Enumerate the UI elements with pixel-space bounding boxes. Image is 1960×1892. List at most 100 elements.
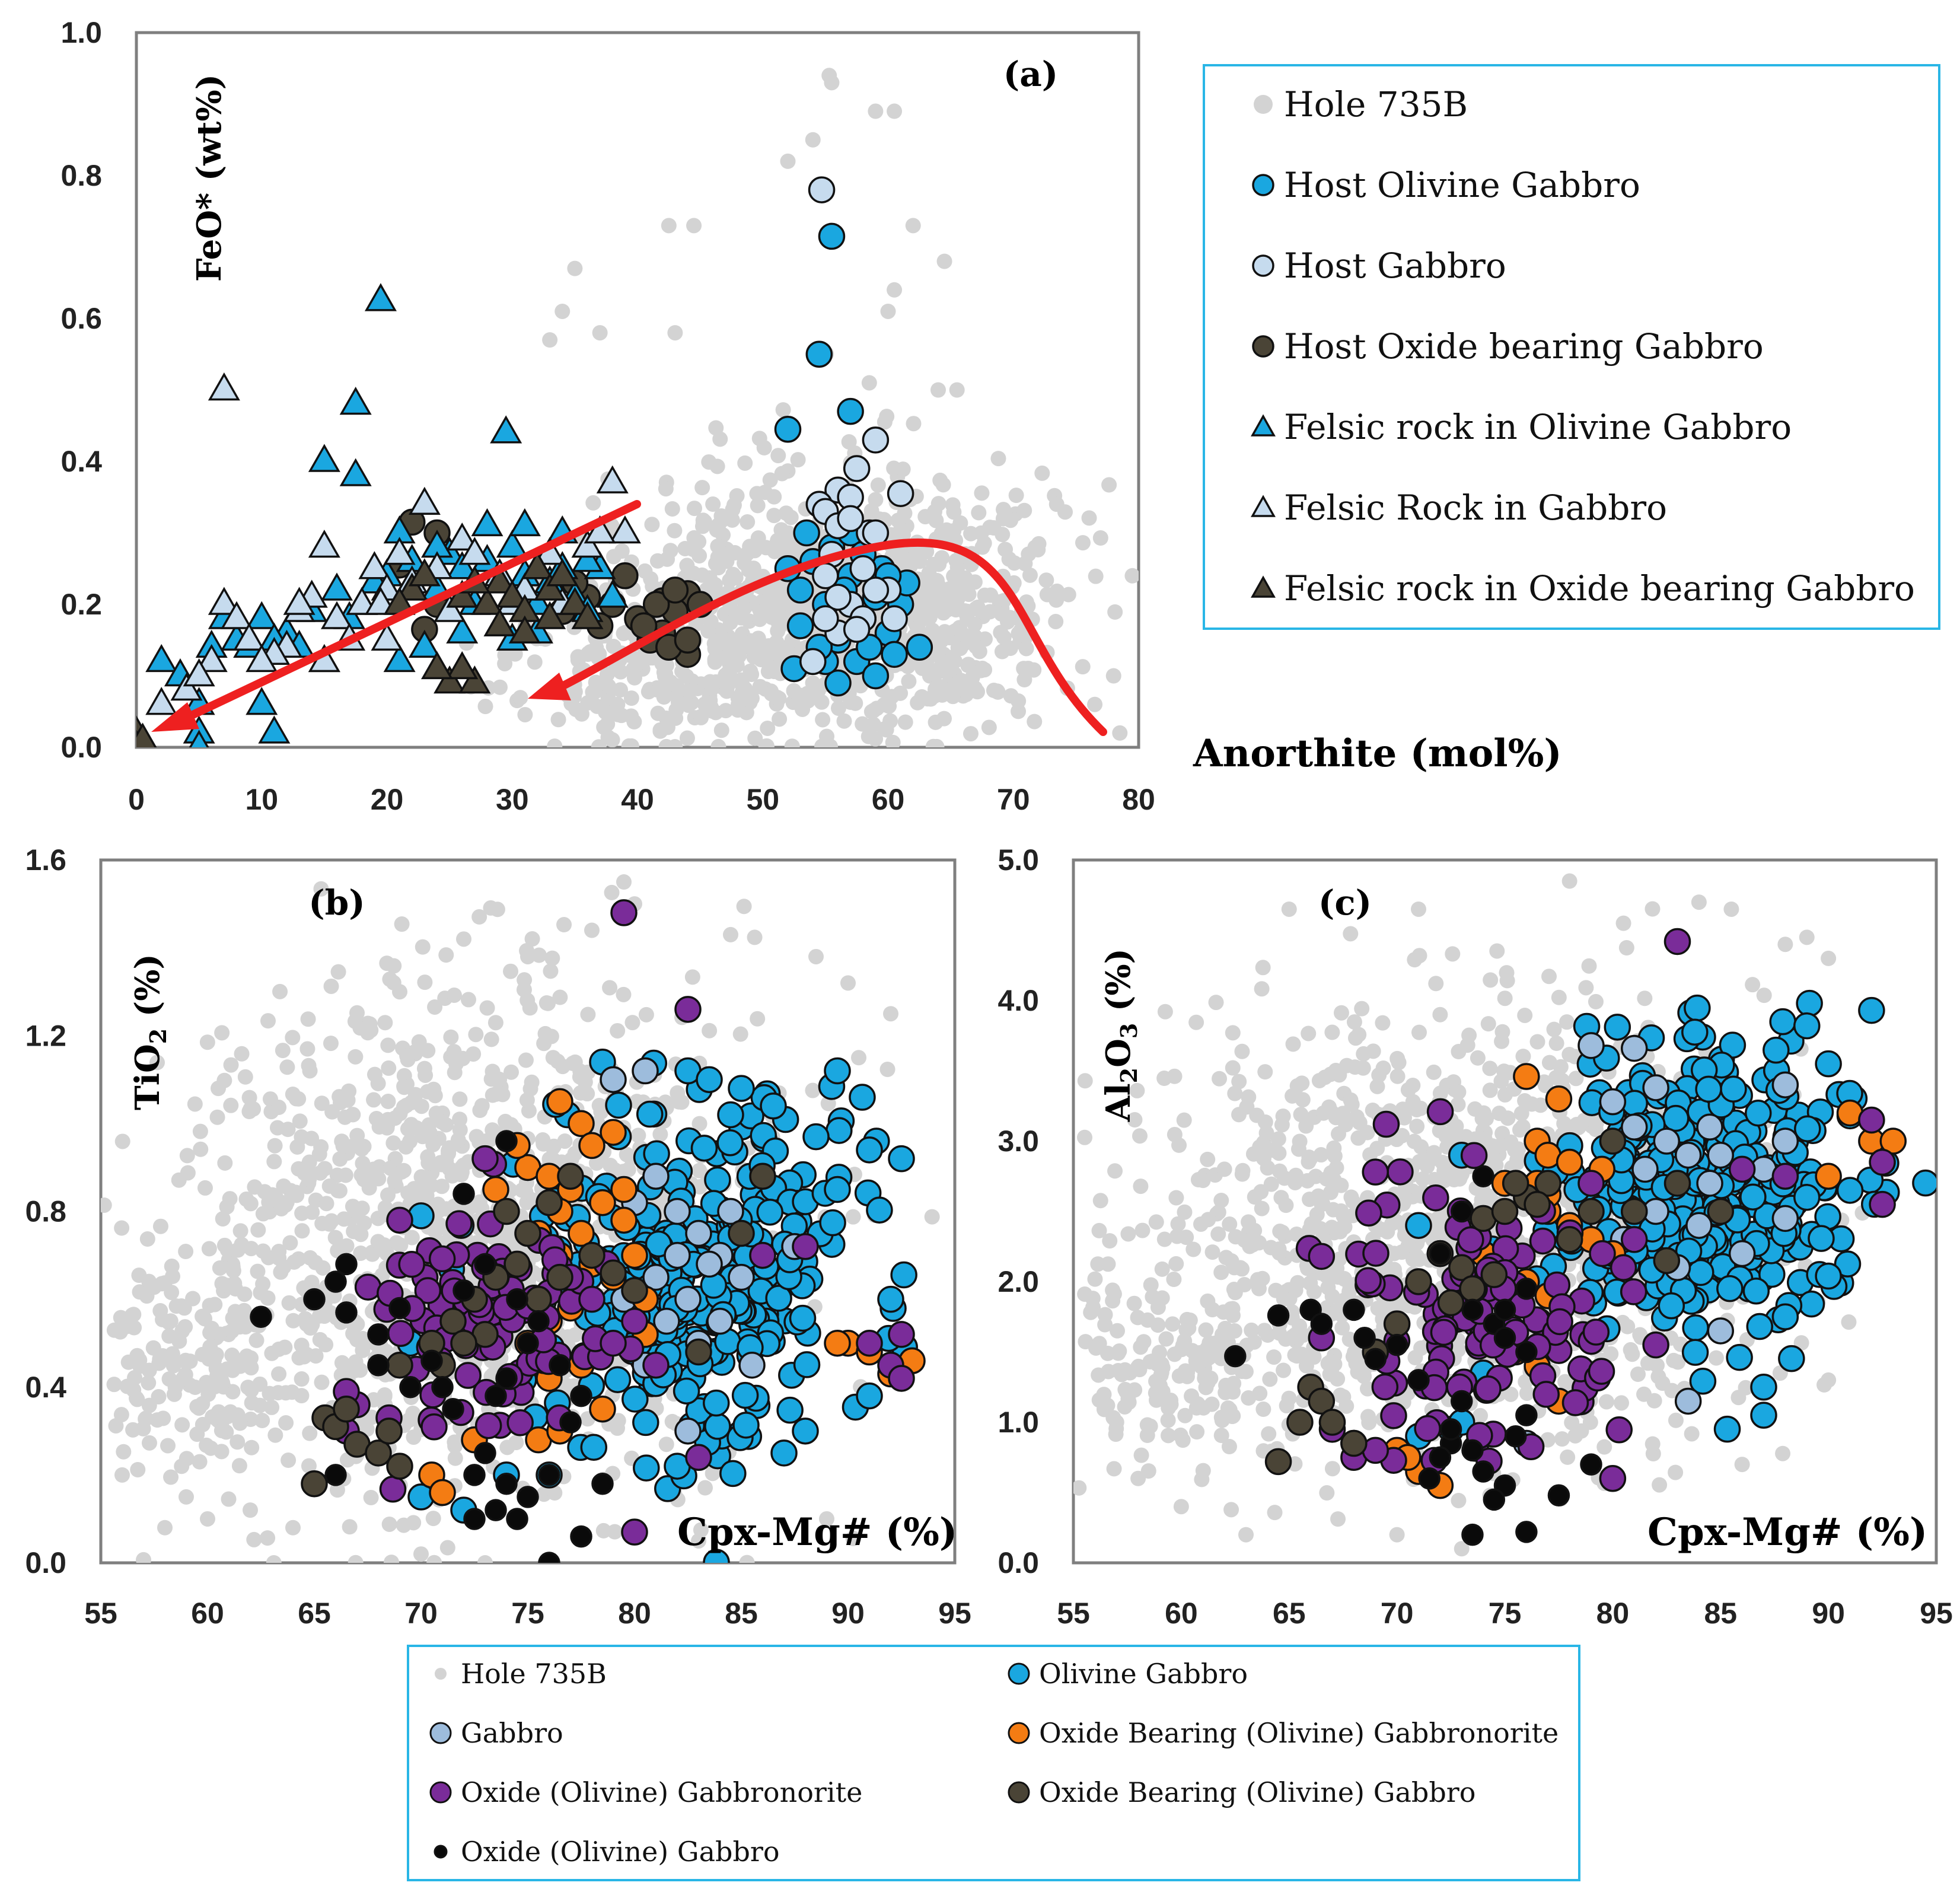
- legend-a-label: Host Olivine Gabbro: [1284, 165, 1640, 205]
- hole-735b-point: [929, 738, 945, 747]
- host-olivine-gabbro-point: [774, 416, 802, 443]
- oxide-bearing-olivine-gabbro-point: [557, 1162, 584, 1190]
- hole-735b-point: [299, 1041, 315, 1057]
- hole-735b-point: [750, 1011, 766, 1027]
- hole-735b-point: [702, 1023, 718, 1039]
- hole-735b-point: [1599, 1394, 1615, 1410]
- hole-735b-point: [691, 548, 707, 564]
- legend-a-marker: [1251, 495, 1276, 517]
- oxide-bearing-olivine-gabbro-point: [493, 1197, 520, 1225]
- hole-735b-point: [206, 1352, 222, 1368]
- gabbro-point: [1696, 1113, 1723, 1141]
- hole-735b-point: [805, 132, 821, 148]
- olivine-gabbro-point: [1742, 1278, 1770, 1305]
- oxide-bearing-olivine-gabbro-point: [514, 1219, 541, 1247]
- hole-735b-point: [280, 1122, 296, 1138]
- oxide-olivine-gabbronorite-point: [1414, 1415, 1441, 1442]
- hole-735b-point: [271, 1100, 287, 1116]
- hole-735b-point: [413, 1169, 429, 1185]
- hole-735b-point: [524, 931, 540, 947]
- hole-735b-point: [740, 514, 756, 530]
- hole-735b-point: [737, 455, 753, 471]
- felsic-rock-in-olivine-gabbro-point: [258, 715, 291, 744]
- hole-735b-point: [1235, 1162, 1251, 1178]
- host-oxide-bearing-gabbro-point: [642, 591, 670, 618]
- hole-735b-point: [1324, 1461, 1340, 1477]
- hole-735b-point: [517, 972, 533, 988]
- olivine-gabbro-point: [717, 1101, 744, 1129]
- hole-735b-point: [503, 1064, 519, 1080]
- hole-735b-point: [1020, 660, 1036, 676]
- hole-735b-point: [976, 535, 992, 551]
- red-straight-arrowhead: [151, 702, 199, 732]
- hole-735b-point: [1301, 1149, 1317, 1165]
- x-tick-label: 20: [371, 783, 404, 816]
- oxide-olivine-gabbro-point: [463, 1508, 486, 1530]
- olivine-gabbro-point: [1662, 1104, 1690, 1132]
- hole-735b-point: [468, 1027, 484, 1043]
- olivine-gabbro-point: [1604, 1014, 1631, 1041]
- olivine-gabbro-point: [849, 1084, 876, 1111]
- hole-735b-point: [1274, 1117, 1290, 1133]
- felsic-rock-in-gabbro-point: [434, 594, 466, 622]
- hole-735b-point: [861, 375, 877, 391]
- hole-735b-point: [418, 1067, 434, 1083]
- hole-735b-point: [364, 1409, 380, 1425]
- oxide-bearing-olivine-gabbronorite-point: [589, 1396, 616, 1423]
- olivine-gabbro-point: [1778, 1345, 1805, 1372]
- y-tick-label: 1.6: [25, 843, 66, 877]
- hole-735b-point: [1016, 502, 1032, 518]
- felsic-rock-in-olivine-gabbro-point: [246, 687, 278, 715]
- oxide-olivine-gabbro-point: [527, 1310, 550, 1333]
- hole-735b-point: [567, 1145, 583, 1161]
- hole-735b-point: [974, 485, 990, 501]
- hole-735b-point: [1213, 1192, 1229, 1208]
- hole-735b-point: [323, 978, 339, 994]
- hole-735b-point: [1225, 1307, 1241, 1323]
- olivine-gabbro-point: [605, 1091, 632, 1119]
- oxide-olivine-gabbronorite-point: [474, 1412, 502, 1439]
- hole-735b-point: [311, 1146, 327, 1162]
- host-olivine-gabbro-point: [837, 397, 864, 425]
- felsic-rock-in-oxide-bearing-gabbro-point: [508, 615, 541, 644]
- hole-735b-point: [585, 495, 601, 511]
- oxide-bearing-olivine-gabbronorite-point: [589, 1189, 616, 1216]
- oxide-olivine-gabbro-point: [324, 1270, 347, 1293]
- hole-735b-point: [477, 1555, 493, 1563]
- hole-735b-point: [1324, 1219, 1340, 1235]
- hole-735b-point: [1140, 1312, 1156, 1328]
- hole-735b-point: [822, 738, 838, 747]
- hole-735b-point: [1090, 1256, 1106, 1272]
- hole-735b-point: [1134, 1222, 1150, 1238]
- hole-735b-point: [260, 1250, 276, 1266]
- hole-735b-point: [1324, 1024, 1340, 1040]
- hole-735b-point: [952, 515, 968, 531]
- hole-735b-point: [1124, 568, 1139, 584]
- hole-735b-point: [1630, 1366, 1646, 1382]
- y-tick-label: 1.0: [60, 16, 102, 49]
- hole-735b-point: [1603, 1346, 1619, 1362]
- oxide-olivine-gabbro-point: [517, 1486, 539, 1508]
- hole-735b-point: [244, 1395, 260, 1411]
- felsic-rock-in-olivine-gabbro-point: [320, 572, 353, 601]
- hole-735b-point: [1331, 1126, 1347, 1142]
- hole-735b-point: [1560, 1449, 1576, 1465]
- hole-735b-point: [680, 697, 696, 714]
- hole-735b-point: [935, 605, 951, 621]
- hole-735b-point: [1097, 1307, 1113, 1323]
- hole-735b-point: [1168, 1190, 1184, 1206]
- host-olivine-gabbro-point: [786, 612, 814, 639]
- olivine-gabbro-point: [770, 1439, 798, 1467]
- oxide-olivine-gabbronorite-point: [674, 996, 702, 1023]
- hole-735b-point: [1448, 1118, 1464, 1134]
- hole-735b-point: [949, 382, 965, 398]
- oxide-olivine-gabbronorite-point: [1529, 1227, 1557, 1255]
- hole-735b-point: [285, 1030, 301, 1046]
- hole-735b-point: [361, 1180, 377, 1196]
- host-olivine-gabbro-point: [862, 662, 890, 690]
- hole-735b-point: [1216, 1161, 1232, 1177]
- hole-735b-point: [1271, 1145, 1287, 1161]
- hole-735b-point: [1326, 1172, 1342, 1188]
- olivine-gabbro-point: [765, 1285, 792, 1312]
- hole-735b-point: [927, 504, 943, 520]
